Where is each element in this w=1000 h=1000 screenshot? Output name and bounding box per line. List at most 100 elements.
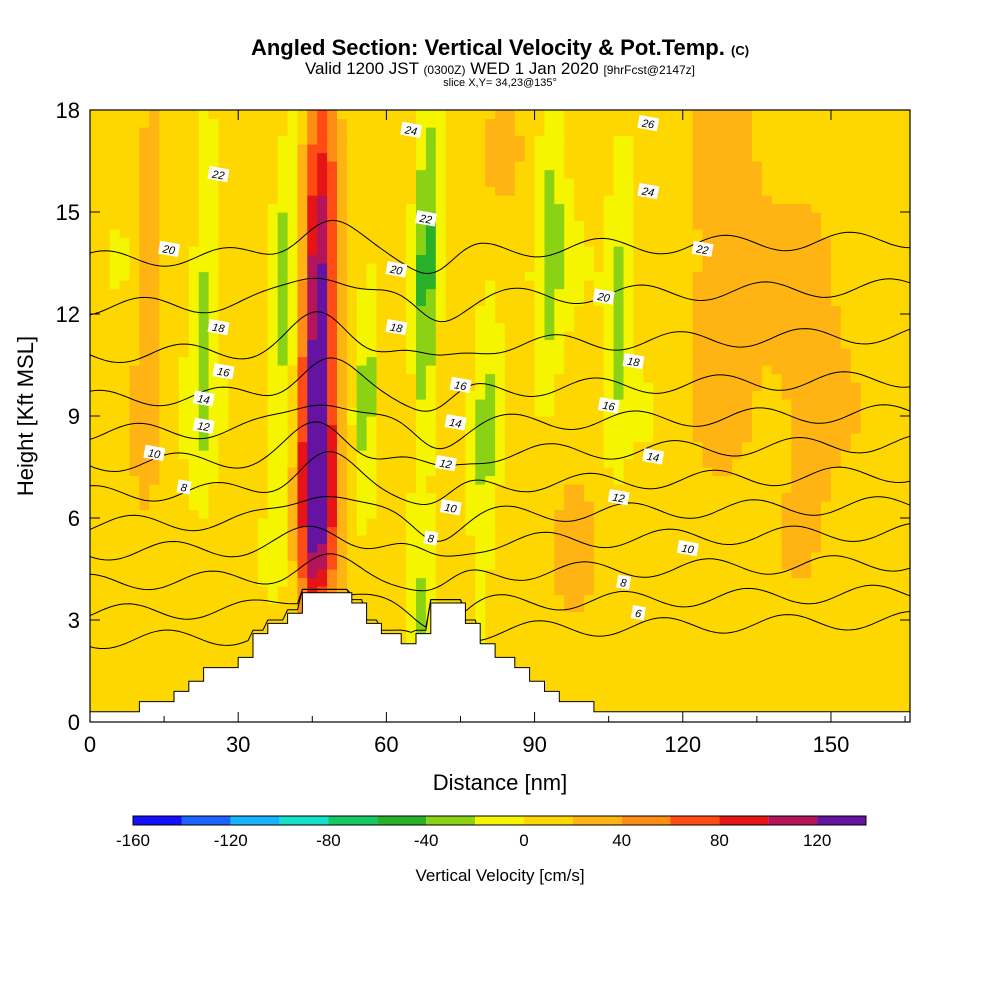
velocity-cell	[267, 560, 279, 570]
velocity-cell	[692, 671, 704, 681]
velocity-cell	[238, 127, 249, 137]
velocity-cell	[742, 314, 753, 324]
velocity-cell	[386, 212, 397, 222]
velocity-cell	[455, 509, 466, 519]
velocity-cell	[129, 458, 140, 468]
velocity-cell	[514, 152, 526, 162]
velocity-cell	[109, 399, 121, 409]
velocity-cell	[712, 407, 723, 417]
velocity-cell	[258, 586, 269, 596]
velocity-cell	[159, 594, 170, 604]
velocity-cell	[416, 373, 427, 383]
velocity-cell	[267, 305, 279, 315]
velocity-cell	[277, 484, 289, 494]
velocity-cell	[554, 679, 565, 689]
velocity-cell	[287, 237, 299, 247]
velocity-cell	[455, 441, 466, 451]
velocity-cell	[504, 322, 516, 332]
velocity-cell	[475, 152, 486, 162]
velocity-cell	[119, 501, 131, 511]
velocity-cell	[554, 654, 565, 664]
velocity-cell	[722, 526, 733, 536]
velocity-cell	[514, 305, 526, 315]
velocity-cell	[495, 212, 506, 222]
velocity-cell	[198, 169, 210, 179]
velocity-cell	[722, 569, 733, 579]
velocity-cell	[109, 382, 121, 392]
velocity-cell	[514, 416, 526, 426]
velocity-cell	[534, 620, 546, 630]
velocity-cell	[90, 399, 101, 409]
velocity-cell	[633, 220, 644, 230]
velocity-cell	[732, 526, 743, 536]
velocity-cell	[258, 416, 269, 426]
velocity-cell	[574, 637, 585, 647]
velocity-cell	[386, 161, 397, 171]
velocity-cell	[297, 212, 308, 222]
velocity-cell	[475, 577, 486, 587]
velocity-cell	[425, 305, 437, 315]
velocity-cell	[425, 560, 437, 570]
velocity-cell	[169, 407, 180, 417]
velocity-cell	[751, 322, 763, 332]
subtitle-valid-time: Valid 1200 JST	[304, 59, 419, 78]
velocity-cell	[475, 246, 486, 256]
velocity-cell	[455, 271, 466, 281]
velocity-cell	[663, 475, 674, 485]
velocity-cell	[109, 484, 121, 494]
velocity-cell	[248, 246, 259, 256]
velocity-cell	[109, 297, 121, 307]
velocity-cell	[663, 433, 674, 443]
velocity-cell	[761, 195, 773, 205]
velocity-cell	[534, 526, 546, 536]
velocity-cell	[653, 688, 664, 698]
velocity-cell	[366, 305, 378, 315]
velocity-cell	[742, 356, 753, 366]
velocity-cell	[742, 501, 753, 511]
velocity-cell	[524, 662, 536, 672]
velocity-cell	[564, 382, 575, 392]
velocity-cell	[663, 416, 674, 426]
velocity-cell	[504, 212, 516, 222]
velocity-cell	[633, 518, 644, 528]
velocity-cell	[248, 560, 259, 570]
velocity-cell	[672, 161, 684, 171]
velocity-cell	[139, 152, 150, 162]
velocity-cell	[712, 679, 723, 689]
velocity-cell	[653, 331, 664, 341]
velocity-cell	[149, 144, 160, 154]
velocity-cell	[504, 501, 516, 511]
velocity-cell	[356, 356, 368, 366]
velocity-cell	[514, 518, 526, 528]
velocity-cell	[534, 305, 546, 315]
velocity-cell	[653, 594, 664, 604]
velocity-cell	[475, 161, 486, 171]
velocity-cell	[218, 433, 229, 443]
velocity-cell	[524, 322, 536, 332]
velocity-cell	[406, 110, 417, 120]
velocity-cell	[722, 135, 733, 145]
velocity-cell	[672, 280, 684, 290]
velocity-cell	[465, 441, 476, 451]
velocity-cell	[554, 271, 565, 281]
velocity-cell	[455, 254, 466, 264]
velocity-cell	[149, 594, 160, 604]
velocity-cell	[712, 569, 723, 579]
velocity-cell	[90, 127, 101, 137]
velocity-cell	[593, 611, 605, 621]
velocity-cell	[218, 305, 229, 315]
velocity-cell	[248, 135, 259, 145]
velocity-cell	[633, 458, 644, 468]
velocity-cell	[643, 424, 654, 434]
velocity-cell	[485, 263, 496, 273]
velocity-cell	[722, 118, 733, 128]
velocity-cell	[702, 467, 713, 477]
velocity-cell	[159, 305, 170, 315]
velocity-cell	[149, 560, 160, 570]
velocity-cell	[119, 246, 131, 256]
velocity-cell	[761, 620, 773, 630]
velocity-cell	[228, 348, 239, 358]
velocity-cell	[643, 535, 654, 545]
velocity-cell	[366, 356, 378, 366]
velocity-cell	[702, 178, 713, 188]
